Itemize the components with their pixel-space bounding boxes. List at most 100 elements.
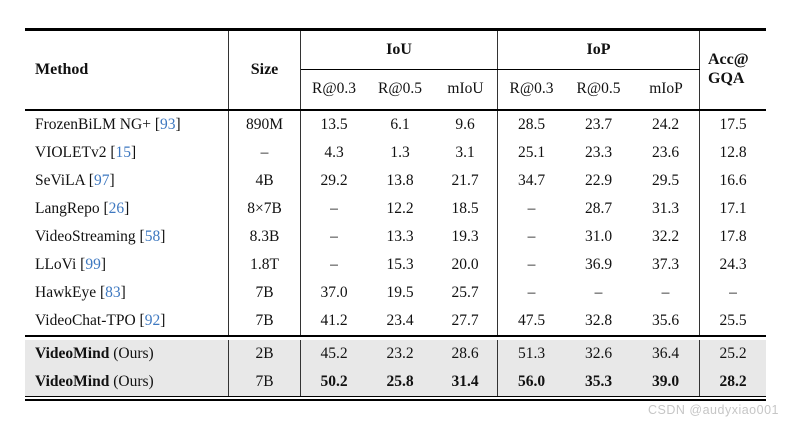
table-row: VideoChat-TPO [92] 7B 41.2 23.4 27.7 47.…	[25, 306, 766, 335]
table-row: LangRepo [26] 8×7B – 12.2 18.5 – 28.7 31…	[25, 194, 766, 223]
iou-r05-cell: 23.4	[386, 311, 414, 329]
citation-link[interactable]: 58	[144, 227, 161, 245]
miou-cell: 20.0	[433, 250, 498, 279]
iou-r05-cell: 19.5	[386, 283, 414, 301]
table-row: VideoStreaming [58] 8.3B – 13.3 19.3 – 3…	[25, 222, 766, 251]
table-header: Method Size IoU IoP Acc@ GQA R@0.3 R@0.5…	[25, 30, 766, 109]
iop-r05-cell: 23.7	[584, 115, 613, 133]
size-cell: 2B	[229, 339, 301, 368]
iou-r05-cell: 23.2	[386, 344, 414, 362]
citation-bracket-close: ]	[100, 255, 106, 273]
miop-cell: 24.2	[632, 110, 700, 139]
subheader-iou-r05: R@0.5	[378, 79, 422, 97]
iou-r05-cell: 12.2	[386, 199, 414, 217]
iou-r05-cell: 13.8	[386, 171, 414, 189]
method-name: VideoMind	[35, 344, 110, 362]
table-row: FrozenBiLM NG+ [93] 890M 13.5 6.1 9.6 28…	[25, 110, 766, 139]
miou-cell: 3.1	[433, 138, 498, 167]
miop-cell: 23.6	[632, 138, 700, 167]
size-cell: 7B	[229, 367, 301, 396]
size-cell: 890M	[229, 110, 301, 139]
subheader-miou: mIoU	[447, 79, 484, 97]
results-table: Method Size IoU IoP Acc@ GQA R@0.3 R@0.5…	[25, 28, 766, 402]
method-cell: FrozenBiLM NG+ [93]	[25, 110, 229, 139]
subheader-iop-r05: R@0.5	[576, 79, 621, 97]
watermark: CSDN @audyxiao001	[648, 403, 779, 417]
cmidrule	[301, 68, 700, 70]
size-cell: 4B	[229, 166, 301, 195]
method-cell: LLoVi [99]	[25, 250, 229, 279]
table-body-highlight: VideoMind (Ours) 2B 45.2 23.2 28.6 51.3 …	[25, 339, 766, 396]
iop-r05-cell: –	[594, 283, 603, 301]
table-row: SeViLA [97] 4B 29.2 13.8 21.7 34.7 22.9 …	[25, 166, 766, 195]
method-name: SeViLA	[35, 171, 85, 189]
table-row: LLoVi [99] 1.8T – 15.3 20.0 – 36.9 37.3 …	[25, 250, 766, 279]
method-cell: VideoChat-TPO [92]	[25, 306, 229, 335]
citation-link[interactable]: 99	[85, 255, 101, 273]
iou-r03-cell: 13.5	[320, 115, 348, 133]
iou-r05-cell: 6.1	[390, 115, 410, 133]
citation-link[interactable]: 93	[160, 115, 176, 133]
miop-cell: 32.2	[632, 222, 700, 251]
citation-bracket-open: [	[76, 255, 86, 273]
iou-r03-cell: 4.3	[324, 143, 344, 161]
iou-r03-cell: –	[330, 255, 338, 273]
header-bottom-rule	[25, 108, 766, 111]
citation-bracket-close: ]	[124, 199, 130, 217]
method-cell: VideoStreaming [58]	[25, 222, 229, 251]
table-row: VideoMind (Ours) 2B 45.2 23.2 28.6 51.3 …	[25, 339, 766, 368]
citation-link[interactable]: 92	[144, 311, 161, 329]
iop-r05-cell: 36.9	[584, 255, 613, 273]
iou-r03-cell: 50.2	[320, 372, 348, 390]
miop-cell: 36.4	[632, 339, 700, 368]
citation-link[interactable]: 26	[108, 199, 125, 217]
subheader-iou: R@0.3 R@0.5 mIoU	[301, 68, 498, 109]
citation-bracket-open: [	[135, 311, 145, 329]
table-row: HawkEye [83] 7B 37.0 19.5 25.7 – – – –	[25, 278, 766, 307]
subheader-miop: mIoP	[649, 79, 683, 97]
iop-r03-cell: 28.5	[517, 115, 546, 133]
miou-cell: 27.7	[433, 306, 498, 335]
acc-gqa-cell: 28.2	[719, 372, 747, 390]
iou-r03-cell: 41.2	[320, 311, 348, 329]
header-acc-line1: Acc@	[708, 51, 749, 69]
citation-link[interactable]: 83	[105, 283, 121, 301]
iop-r05-cell: 32.6	[584, 344, 613, 362]
header-acc-line2: GQA	[708, 69, 745, 87]
iop-r03-cell: –	[527, 227, 536, 245]
iop-r03-cell: 47.5	[517, 311, 546, 329]
table-row: VideoMind (Ours) 7B 50.2 25.8 31.4 56.0 …	[25, 367, 766, 396]
citation-bracket-open: [	[135, 227, 145, 245]
miou-cell: 9.6	[433, 110, 498, 139]
method-suffix: (Ours)	[109, 344, 154, 362]
method-suffix: (Ours)	[109, 372, 154, 390]
method-name: FrozenBiLM NG+	[35, 115, 151, 133]
method-name: LLoVi	[35, 255, 77, 273]
header-group-iop: IoP	[498, 30, 700, 69]
citation-bracket-close: ]	[160, 227, 166, 245]
citation-link[interactable]: 15	[115, 143, 132, 161]
miou-cell: 19.3	[433, 222, 498, 251]
table-row: VIOLETv2 [15] – 4.3 1.3 3.1 25.1 23.3 23…	[25, 138, 766, 167]
table-body: FrozenBiLM NG+ [93] 890M 13.5 6.1 9.6 28…	[25, 110, 766, 335]
miop-cell: 29.5	[632, 166, 700, 195]
bottom-rule-thick	[25, 399, 766, 402]
miop-cell: 35.6	[632, 306, 700, 335]
method-cell: VIOLETv2 [15]	[25, 138, 229, 167]
citation-link[interactable]: 97	[93, 171, 110, 189]
bottom-rule-gap	[25, 397, 766, 400]
iou-r05-cell: 15.3	[386, 255, 414, 273]
citation-bracket-close: ]	[109, 171, 115, 189]
size-cell: 1.8T	[229, 250, 301, 279]
top-rule	[25, 28, 766, 31]
acc-gqa-cell: 25.2	[719, 344, 747, 362]
subheader-iop: R@0.3 R@0.5 mIoP	[498, 68, 700, 109]
header-method: Method	[25, 30, 229, 109]
header-group-iou: IoU	[301, 30, 498, 69]
acc-gqa-cell: 12.8	[719, 143, 747, 161]
iop-r05-cell: 28.7	[584, 199, 613, 217]
size-cell: 7B	[229, 306, 301, 335]
miop-cell: 39.0	[632, 367, 700, 396]
method-name: HawkEye	[35, 283, 97, 301]
citation-bracket-close: ]	[175, 115, 181, 133]
